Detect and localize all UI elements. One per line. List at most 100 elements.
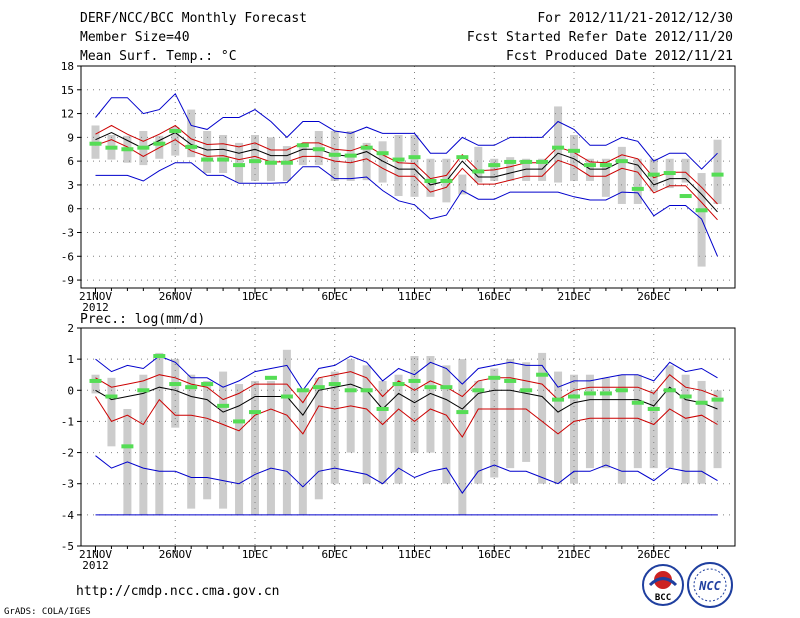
x-tick-label: 26NOV: [159, 548, 192, 561]
x-year-label: 2012: [82, 301, 109, 314]
ensemble-box: [474, 146, 483, 183]
bcc-logo: BCC: [642, 564, 684, 606]
ensemble-marker: [249, 159, 261, 164]
ensemble-box: [362, 365, 371, 484]
forecast-start-date: Fcst Started Refer Date 2012/11/20: [467, 30, 733, 45]
ncc-logo: NCC: [687, 562, 733, 608]
ensemble-marker: [376, 406, 389, 411]
ensemble-box: [554, 371, 563, 484]
ensemble-box: [506, 157, 515, 181]
ensemble-box: [665, 365, 674, 469]
series-mean-line: [95, 383, 718, 417]
ensemble-box: [538, 158, 547, 181]
ensemble-marker: [647, 172, 660, 177]
ensemble-marker: [520, 159, 533, 164]
ensemble-marker: [663, 388, 676, 393]
y-tick-label: 3: [67, 179, 74, 192]
ensemble-marker: [376, 151, 389, 156]
ensemble-marker: [201, 382, 214, 387]
series-lower-inner-line: [95, 396, 718, 438]
ensemble-marker: [472, 388, 485, 393]
series-upper-outer-line: [95, 355, 718, 392]
ensemble-marker: [217, 157, 230, 162]
y-tick-label: -9: [61, 274, 74, 287]
ensemble-box: [633, 374, 642, 469]
ensemble-marker: [392, 382, 405, 387]
x-tick-label: 21NOV: [79, 548, 112, 561]
ensemble-box: [362, 142, 371, 181]
ensemble-marker: [280, 394, 293, 399]
ensemble-box: [298, 390, 307, 515]
series-lower-outer-line: [95, 162, 718, 257]
x-tick-label: 6DEC: [322, 290, 349, 303]
ensemble-box: [330, 371, 339, 484]
ensemble-marker: [472, 169, 485, 174]
x-tick-label: 16DEC: [478, 290, 511, 303]
ensemble-box: [394, 374, 403, 484]
precip-variable-label: Prec.: log(mm/d): [80, 312, 205, 327]
ensemble-marker: [583, 391, 596, 396]
ensemble-marker: [488, 163, 501, 168]
ensemble-marker: [631, 400, 644, 405]
ensemble-marker: [280, 160, 293, 165]
ensemble-marker: [536, 372, 549, 377]
y-tick-label: -3: [61, 478, 74, 491]
ensemble-marker: [328, 382, 341, 387]
series-upper-outer-line: [95, 92, 718, 170]
ensemble-marker: [424, 178, 437, 183]
forecast-produced-date: Fcst Produced Date 2012/11/21: [506, 49, 733, 64]
ensemble-box: [585, 158, 594, 181]
ensemble-box: [187, 374, 196, 509]
x-tick-label: 1DEC: [242, 548, 269, 561]
ensemble-box: [91, 374, 100, 394]
y-tick-label: 0: [67, 384, 74, 397]
y-tick-label: -2: [61, 447, 74, 460]
ensemble-marker: [217, 403, 230, 408]
ensemble-marker: [599, 163, 612, 168]
y-tick-label: 18: [61, 60, 74, 73]
ensemble-marker: [583, 163, 596, 168]
ensemble-box: [378, 141, 387, 183]
ensemble-marker: [552, 145, 565, 150]
x-tick-label: 6DEC: [322, 548, 349, 561]
y-tick-label: 0: [67, 203, 74, 216]
ensemble-marker: [233, 163, 246, 168]
ensemble-box: [219, 134, 228, 174]
ensemble-box: [107, 377, 116, 447]
y-tick-label: 9: [67, 131, 74, 144]
y-tick-label: -5: [61, 540, 74, 553]
ensemble-marker: [185, 144, 198, 149]
y-tick-label: 6: [67, 155, 74, 168]
ensemble-marker: [105, 394, 118, 399]
ensemble-box: [410, 356, 419, 453]
ensemble-box: [601, 377, 610, 469]
x-tick-label: 21DEC: [557, 548, 590, 561]
ensemble-box: [251, 134, 259, 181]
ensemble-box: [187, 109, 196, 158]
ensemble-marker: [344, 153, 357, 158]
ensemble-marker: [153, 354, 166, 359]
ensemble-marker: [456, 410, 469, 415]
ensemble-box: [506, 359, 515, 469]
series-mean-line: [95, 132, 718, 213]
ensemble-box: [633, 158, 642, 204]
ensemble-marker: [440, 178, 453, 183]
ensemble-box: [649, 390, 658, 469]
ensemble-marker: [121, 444, 134, 449]
ensemble-marker: [488, 375, 501, 380]
ensemble-marker: [185, 385, 198, 390]
ensemble-box: [203, 380, 212, 500]
ensemble-marker: [312, 385, 325, 390]
plot-frame: [80, 65, 736, 289]
ensemble-marker: [536, 159, 549, 164]
grads-credit: GrADS: COLA/IGES: [4, 607, 91, 617]
ensemble-marker: [105, 145, 118, 150]
ensemble-marker: [424, 385, 437, 390]
ensemble-marker: [249, 410, 261, 415]
ensemble-box: [139, 374, 148, 515]
x-tick-label: 21DEC: [557, 290, 590, 303]
ensemble-marker: [504, 378, 517, 383]
ensemble-marker: [408, 378, 421, 383]
x-tick-label: 21NOV: [79, 290, 112, 303]
